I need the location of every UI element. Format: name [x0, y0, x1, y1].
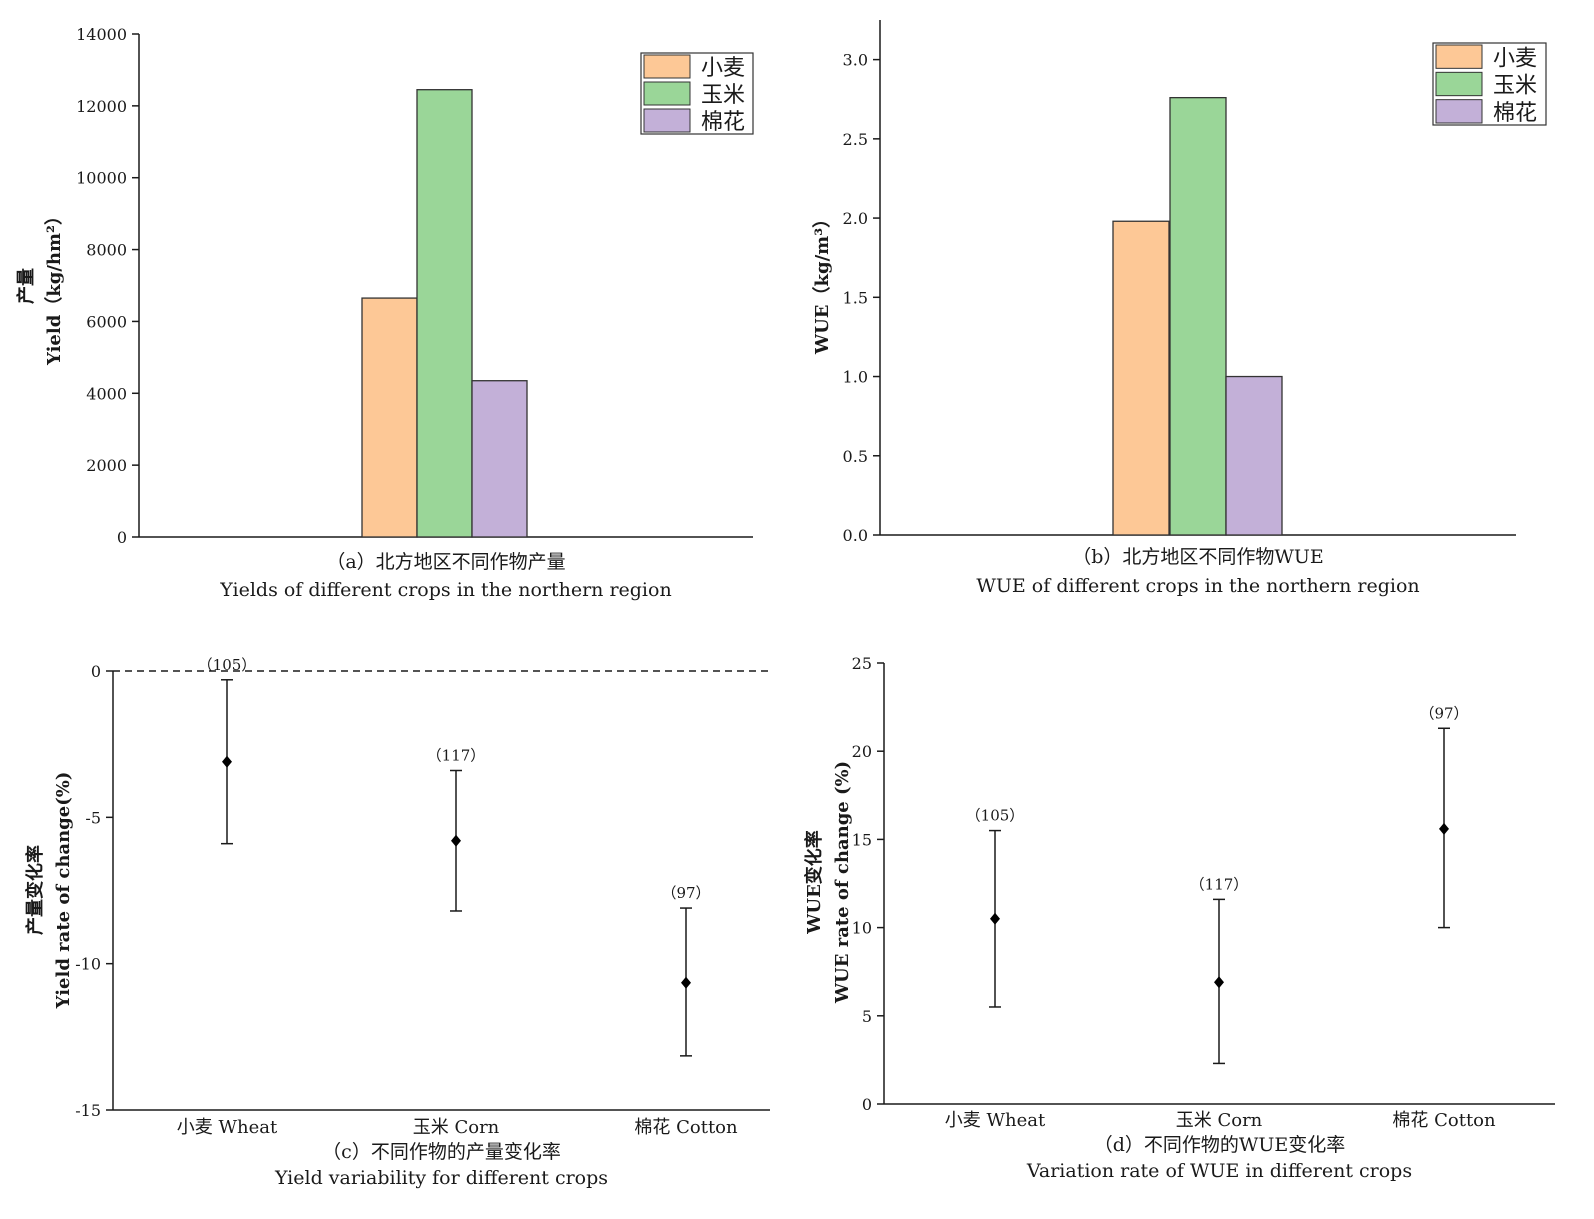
panel-d-y-tick-label: 25	[852, 654, 872, 673]
panel-d-y-tick-label: 10	[852, 919, 872, 938]
panel-d-x-tick-label-1: 小麦 Wheat	[945, 1110, 1046, 1131]
panel-b-legend-label-3: 棉花	[1493, 101, 1537, 126]
panel-c-point-3	[681, 976, 691, 989]
panel-d-x-tick-label-2: 玉米 Corn	[1176, 1110, 1263, 1131]
panel-c-x-tick-label-2: 玉米 Corn	[413, 1117, 500, 1138]
panel-c-sample-size-label-1: （105）	[198, 656, 257, 674]
panel-a-caption-en: Yields of different crops in the norther…	[219, 579, 671, 601]
panel-b-y-axis-label: WUE（kg/m³）	[812, 210, 833, 355]
panel-c-y-tick-label: -5	[85, 808, 101, 827]
panel-a-y-tick-label: 4000	[86, 384, 127, 403]
panel-a-y-tick-label: 8000	[86, 241, 127, 260]
panel-c-caption-cn: （c）不同作物的产量变化率	[322, 1141, 561, 1163]
panel-b-bar-3	[1225, 375, 1283, 536]
panel-a-y-tick-label: 10000	[76, 169, 127, 188]
panel-b-y-tick-label: 2.5	[843, 130, 868, 149]
panel-b-y-tick-label: 1.0	[843, 368, 868, 387]
panel-a-bar-2	[416, 89, 473, 538]
panel-b-legend-label-2: 玉米	[1493, 74, 1537, 99]
panel-c-x-tick-label-3: 棉花 Cotton	[634, 1117, 738, 1138]
panel-a-legend-label-2: 玉米	[701, 83, 745, 108]
panel-c-y-tick-label: 0	[91, 662, 101, 681]
panel-a-y-tick-label: 14000	[76, 25, 127, 44]
panel-a-caption-cn: （a）北方地区不同作物产量	[326, 551, 565, 573]
panel-c-y-axis-label: Yield rate of change(%)	[53, 772, 74, 1010]
panel-a-bar-3	[471, 380, 528, 538]
panel-b-y-tick-label: 3.0	[843, 51, 868, 70]
panel-b-y-tick-label: 1.5	[843, 288, 868, 307]
panel-c-x-tick-label-1: 小麦 Wheat	[177, 1117, 278, 1138]
panel-d-point-2	[1214, 976, 1224, 989]
panel-d-sample-size-label-2: （117）	[1190, 875, 1249, 893]
panel-d-y-tick-label: 0	[862, 1095, 872, 1114]
panel-a-legend-label-1: 小麦	[701, 56, 745, 81]
panel-a-y-tick-label: 12000	[76, 97, 127, 116]
panel-c-point-2	[451, 834, 461, 847]
panel-a-y-axis-label: Yield（kg/hm²）	[44, 207, 65, 366]
panel-d-sample-size-label-1: （105）	[966, 807, 1025, 825]
panel-a-y-tick-label: 6000	[86, 312, 127, 331]
panel-a-legend-swatch-3	[643, 108, 691, 133]
panel-d-y-tick-label: 5	[862, 1007, 872, 1026]
panel-d-point-3	[1439, 822, 1449, 835]
panel-c-sample-size-label-2: （117）	[427, 747, 486, 765]
panel-d-y-tick-label: 20	[852, 742, 872, 761]
panel-d-caption-en: Variation rate of WUE in different crops	[1026, 1160, 1412, 1182]
panel-a-legend-swatch-2	[643, 81, 691, 106]
panel-a-y-tick-label: 0	[117, 528, 127, 547]
panel-c-point-1	[222, 755, 232, 768]
panel-d-y-tick-label: 15	[852, 830, 872, 849]
panel-b-bar-1	[1112, 220, 1170, 536]
panel-a-bar-1	[361, 297, 418, 538]
panel-c-y-axis-label: 产量变化率	[24, 845, 46, 935]
panel-b-legend-swatch-2	[1435, 71, 1483, 97]
panel-b-legend-swatch-3	[1435, 99, 1483, 124]
panel-a-y-tick-label: 2000	[86, 456, 127, 475]
panel-b-legend-label-1: 小麦	[1493, 46, 1537, 71]
panel-b-bar-2	[1169, 96, 1227, 536]
panel-d-y-axis-label: WUE变化率	[803, 830, 825, 935]
panel-a-legend-swatch-1	[643, 54, 691, 79]
panel-c-sample-size-label-3: （97）	[661, 884, 710, 902]
panel-b-y-tick-label: 0.5	[843, 447, 868, 466]
panel-a-y-axis-label: 产量	[15, 268, 37, 304]
panel-b-y-tick-label: 0.0	[843, 526, 868, 545]
panel-b-caption-en: WUE of different crops in the northern r…	[976, 575, 1419, 597]
panel-d-x-tick-label-3: 棉花 Cotton	[1392, 1110, 1496, 1131]
panel-d-caption-cn: （d）不同作物的WUE变化率	[1094, 1134, 1346, 1156]
panel-c-y-tick-label: -15	[75, 1101, 101, 1120]
panel-c-y-tick-label: -10	[75, 955, 101, 974]
panel-d-point-1	[990, 912, 1000, 925]
panel-c-caption-en: Yield variability for different crops	[274, 1167, 608, 1189]
panel-b-legend-swatch-1	[1435, 44, 1483, 69]
panel-d-sample-size-label-3: （97）	[1419, 704, 1468, 722]
panel-b-caption-cn: （b）北方地区不同作物WUE	[1072, 546, 1324, 568]
panel-a-legend-label-3: 棉花	[701, 110, 745, 135]
panel-d-y-axis-label: WUE rate of change (%)	[832, 761, 853, 1004]
panel-b-y-tick-label: 2.0	[843, 209, 868, 228]
